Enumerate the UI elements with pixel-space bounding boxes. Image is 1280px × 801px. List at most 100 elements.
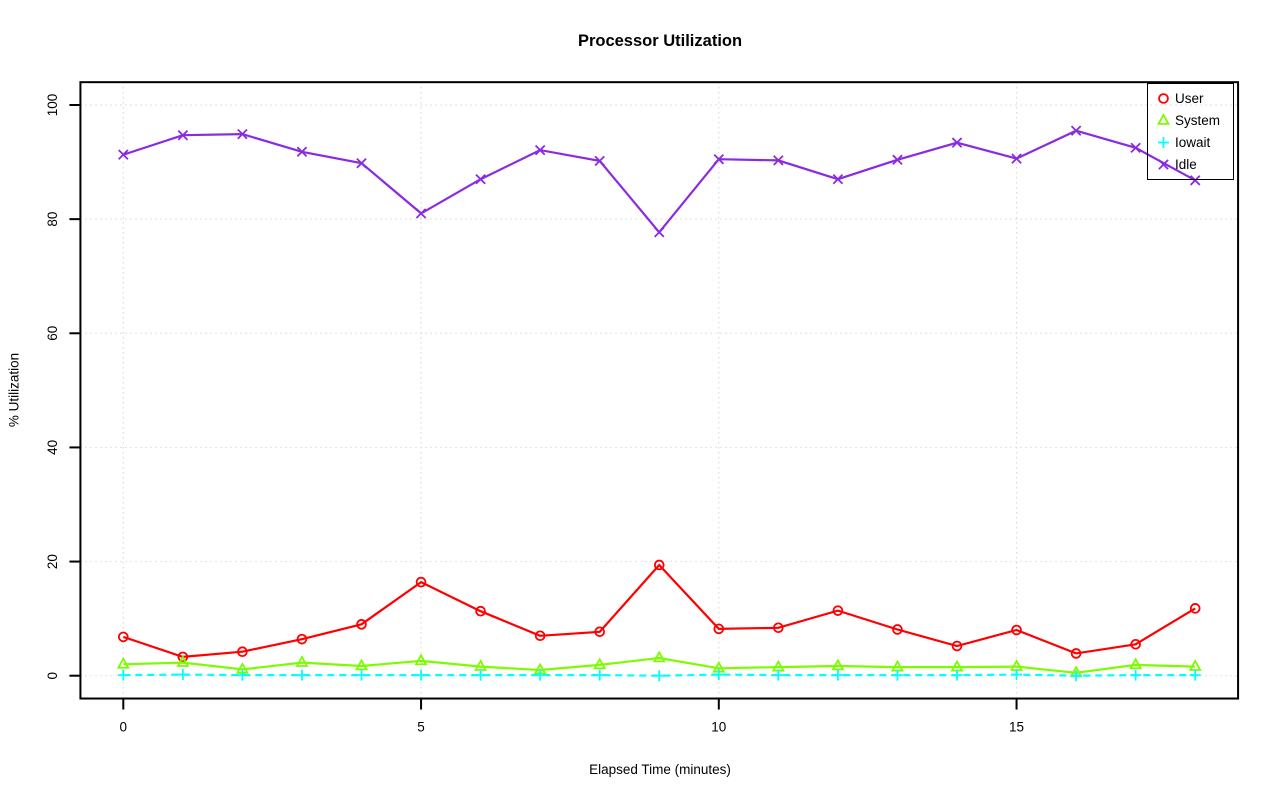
x-icon — [1158, 159, 1169, 171]
x-marker — [773, 155, 784, 166]
plus-marker — [236, 669, 248, 681]
y-tick-label: 60 — [45, 326, 60, 341]
circle-marker — [475, 605, 486, 617]
legend: User System Iowait Idle — [1147, 83, 1234, 180]
legend-label-iowait: Iowait — [1175, 135, 1211, 151]
plus-marker — [1189, 669, 1201, 681]
circle-marker — [832, 605, 844, 616]
triangle-marker — [354, 658, 369, 671]
y-tick-label: 80 — [45, 212, 60, 227]
x-marker — [892, 154, 903, 166]
circle-marker — [773, 622, 784, 634]
circle-marker — [118, 631, 129, 643]
triangle-marker — [295, 655, 309, 667]
x-marker — [951, 137, 963, 148]
x-tick-label: 5 — [417, 720, 425, 735]
plus-marker — [1011, 669, 1023, 681]
circle-marker — [177, 651, 189, 663]
circle-marker — [237, 646, 248, 658]
y-tick-label: 20 — [45, 554, 60, 569]
triangle-marker — [593, 657, 607, 670]
circle-marker — [1189, 603, 1201, 614]
circle-marker — [892, 624, 903, 635]
x-marker — [1189, 175, 1201, 186]
triangle-marker — [176, 655, 190, 667]
chart-title: Processor Utilization — [577, 32, 743, 50]
x-marker — [654, 227, 665, 238]
plus-marker — [653, 670, 665, 682]
y-tick-label: 100 — [45, 94, 60, 117]
y-tick-label: 40 — [45, 440, 60, 455]
triangle-marker — [1010, 659, 1024, 671]
triangle-marker — [831, 658, 845, 671]
triangle-marker — [1156, 112, 1171, 125]
plus-marker — [951, 669, 963, 681]
plus-marker — [713, 669, 725, 681]
x-marker — [713, 153, 725, 165]
plus-marker — [356, 669, 367, 681]
series-idle — [118, 125, 1201, 238]
plot-box — [79, 81, 1240, 700]
x-marker — [415, 208, 427, 219]
triangle-marker — [1129, 657, 1143, 670]
plus-icon — [1158, 137, 1169, 149]
circle-marker — [1130, 639, 1141, 650]
triangle-marker — [116, 656, 130, 669]
plus-marker — [1070, 670, 1082, 682]
circle-marker — [951, 640, 963, 652]
x-marker — [118, 149, 129, 160]
series-system-line — [123, 656, 1196, 674]
triangle-marker — [1188, 659, 1202, 671]
plus-marker — [1130, 669, 1142, 681]
legend-label-idle: Idle — [1175, 157, 1197, 173]
circle-marker — [594, 626, 605, 638]
y-tick-label: 0 — [45, 672, 60, 680]
x-marker — [534, 144, 546, 156]
plus-marker — [117, 669, 129, 681]
x-marker — [1130, 142, 1141, 154]
plus-marker — [177, 669, 189, 681]
x-tick-label: 0 — [120, 720, 128, 735]
x-marker — [296, 146, 308, 158]
y-axis-label: % Utilization — [6, 352, 22, 428]
plus-marker — [594, 669, 606, 681]
plus-marker — [415, 669, 427, 681]
series-user — [118, 559, 1201, 663]
legend-item-user: User — [1155, 88, 1233, 109]
x-axis-label: Elapsed Time (minutes) — [589, 762, 731, 777]
plus-marker — [832, 669, 844, 681]
circle-marker — [296, 633, 308, 645]
series-idle-line — [122, 129, 1196, 235]
circle-marker — [356, 619, 367, 630]
plus-marker — [475, 669, 487, 681]
circle-marker — [1070, 648, 1082, 659]
plus-marker — [1158, 137, 1169, 149]
x-marker — [237, 128, 248, 140]
plus-marker — [891, 669, 903, 681]
x-marker — [1011, 153, 1022, 164]
circle-icon — [1158, 92, 1169, 104]
plus-marker — [772, 669, 784, 681]
triangle-marker — [414, 653, 428, 666]
triangle-icon — [1156, 112, 1171, 125]
x-marker — [832, 173, 844, 185]
x-marker — [475, 173, 486, 185]
triangle-marker — [652, 650, 666, 663]
x-marker — [177, 130, 189, 141]
triangle-marker — [474, 659, 488, 671]
plus-marker — [296, 669, 308, 681]
plus-marker — [534, 669, 546, 681]
circle-marker — [415, 576, 427, 588]
x-tick-label: 15 — [1009, 720, 1024, 735]
circle-marker — [713, 623, 725, 635]
circle-marker — [653, 559, 665, 571]
legend-item-idle: Idle — [1155, 154, 1233, 175]
legend-label-user: User — [1175, 90, 1204, 106]
legend-item-system: System — [1155, 110, 1233, 131]
legend-item-iowait: Iowait — [1155, 132, 1233, 153]
series-iowait — [117, 669, 1201, 682]
x-marker — [1070, 125, 1082, 136]
x-tick-label: 10 — [711, 720, 726, 735]
